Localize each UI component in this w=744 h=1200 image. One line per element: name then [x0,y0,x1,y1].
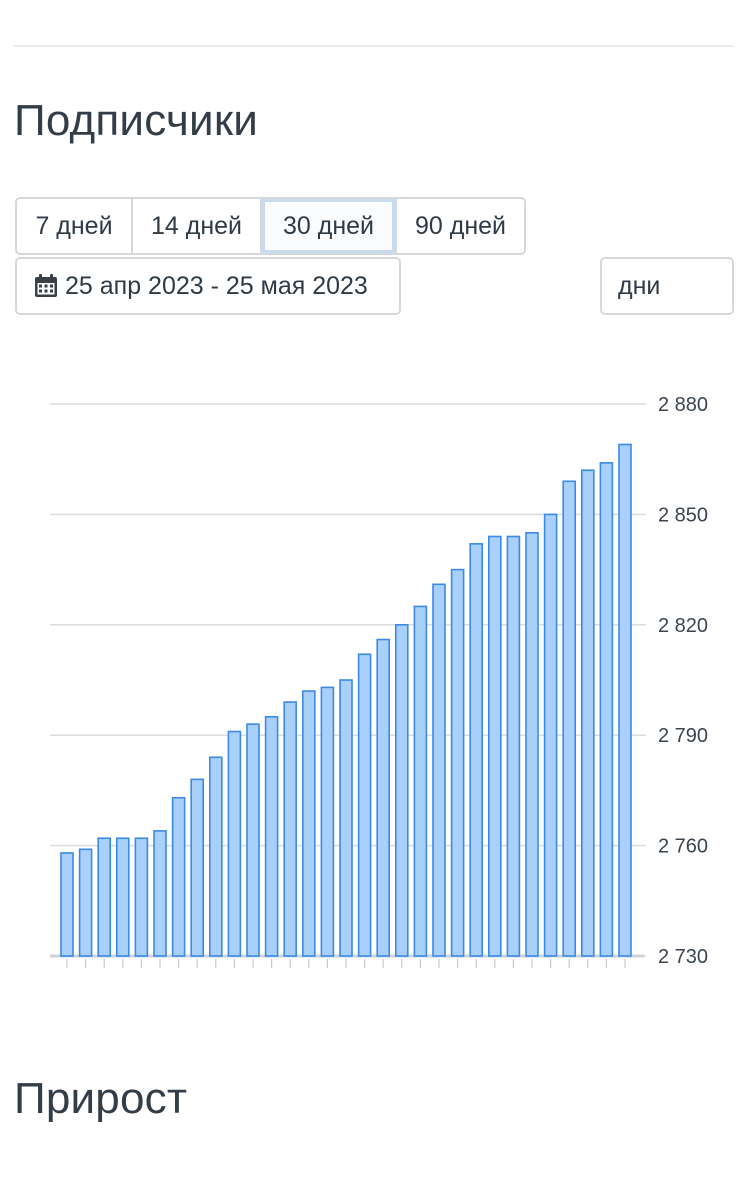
bar [190,778,204,957]
bar [525,532,539,957]
period-select[interactable]: дни [600,257,734,315]
range-7-days-button[interactable]: 7 дней [17,199,133,253]
bar [469,543,484,957]
range-30-days-button[interactable]: 30 дней [262,199,397,253]
bar [413,605,428,957]
bar [60,852,74,957]
y-tick-label: 2 730 [658,946,708,968]
growth-title: Прирост [14,1074,188,1123]
bar [320,686,335,957]
bar [78,848,93,957]
subscribers-title: Подписчики [14,96,259,145]
bar [599,462,614,957]
bar [506,535,521,957]
range-button-group: 7 дней 14 дней 30 дней 90 дней [15,197,526,255]
bar [116,837,130,957]
top-divider [14,45,734,47]
range-14-days-button[interactable]: 14 дней [133,199,262,253]
period-select-value: дни [618,271,661,300]
bar [450,568,465,957]
bar [246,723,260,957]
bar [376,638,391,957]
date-range-picker[interactable]: 25 апр 2023 - 25 мая 2023 [15,257,401,315]
bar [543,513,558,957]
bar [580,469,595,957]
bar [339,679,353,957]
bar [171,796,186,957]
bar [394,624,409,957]
bar [227,730,242,957]
bar [618,443,632,957]
date-range-label: 25 апр 2023 - 25 мая 2023 [65,271,368,300]
bar [264,715,279,957]
y-tick-label: 2 880 [658,394,708,416]
bar [562,480,577,957]
bar [301,690,316,957]
bar [134,837,149,957]
range-90-days-button[interactable]: 90 дней [414,211,506,240]
subscribers-bar-chart: 2 730 2 760 2 790 2 820 2 850 2 880 [50,394,708,968]
bar [357,653,372,957]
y-tick-label: 2 790 [658,725,708,747]
bar [209,756,223,957]
bar [487,535,502,957]
bar [153,830,167,957]
y-tick-label: 2 760 [658,836,708,858]
bar [283,701,298,957]
y-tick-label: 2 820 [658,615,708,637]
bar [432,583,446,957]
calendar-icon [35,274,57,297]
bar [97,837,111,957]
y-tick-label: 2 850 [658,504,708,526]
